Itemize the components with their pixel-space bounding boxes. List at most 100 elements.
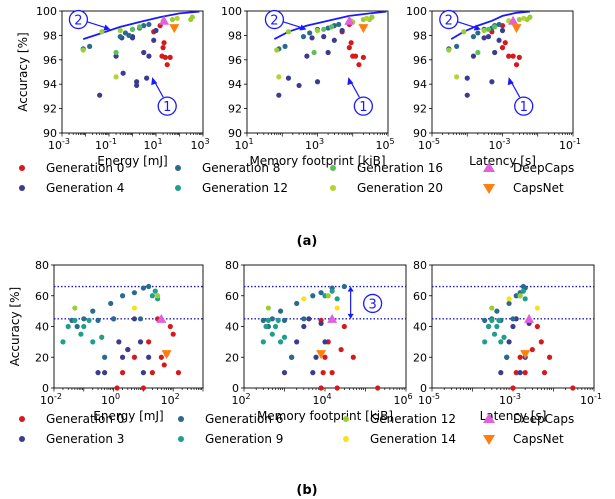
legend-marker: [175, 185, 181, 191]
data-point: [146, 339, 152, 345]
data-point: [454, 43, 460, 49]
data-point: [277, 308, 284, 314]
data-point: [510, 53, 516, 59]
data-point: [517, 293, 523, 299]
data-point: [174, 15, 180, 21]
data-point: [492, 24, 498, 30]
data-point: [517, 370, 523, 376]
data-point: [325, 293, 331, 299]
data-point: [146, 53, 152, 59]
data-point: [506, 53, 512, 59]
data-point: [137, 316, 144, 322]
capsnet-marker: [511, 24, 522, 34]
legend-marker: [19, 185, 25, 191]
data-point: [277, 339, 284, 345]
data-point: [322, 354, 328, 360]
y-tick-label: 100: [36, 5, 57, 18]
legend-entry: Generation 0: [19, 161, 124, 175]
data-point: [269, 316, 275, 322]
legend-label: Generation 12: [370, 412, 456, 426]
y-tick-label: 40: [413, 321, 427, 334]
data-point: [285, 75, 292, 81]
data-point: [276, 92, 282, 98]
data-point: [502, 40, 508, 46]
data-point: [95, 317, 101, 323]
data-point: [322, 339, 328, 345]
data-point: [272, 323, 279, 330]
annotation-label: 2: [270, 14, 278, 29]
y-tick-label: 40: [225, 321, 239, 334]
legend-marker: [178, 416, 184, 422]
data-point: [95, 370, 101, 376]
data-point: [131, 290, 138, 296]
data-point: [155, 293, 161, 299]
data-point: [338, 346, 344, 353]
y-tick-label: 60: [225, 290, 239, 303]
data-point: [120, 70, 126, 76]
data-point: [496, 317, 502, 323]
gap-arrow-head: [347, 286, 354, 292]
y-tick-label: 100: [221, 5, 242, 18]
data-point: [360, 54, 366, 60]
x-tick-label: 103: [305, 137, 324, 152]
y-tick-label: 98: [228, 29, 242, 42]
legend-label: Generation 4: [46, 181, 124, 195]
data-point: [281, 370, 288, 376]
x-tick-label: 102: [161, 392, 180, 407]
legend-label: Generation 0: [46, 161, 124, 175]
data-point: [496, 21, 502, 28]
chart-2: 90 92 94 96 98 100 101 103 105 Memory footprint […: [221, 5, 395, 168]
data-point: [274, 47, 280, 53]
data-point: [475, 49, 481, 56]
y-axis-label: Accuracy [%]: [16, 32, 30, 111]
annotation-arrow-head: [151, 77, 158, 86]
y-tick-label: 98: [413, 29, 427, 42]
data-point: [281, 317, 288, 323]
data-point: [492, 49, 498, 56]
data-point: [296, 82, 302, 89]
x-axis-label: Energy [mJ]: [97, 154, 167, 168]
annotation-circle: [353, 96, 374, 116]
legend-entry: Generation 20: [330, 181, 443, 195]
data-point: [339, 27, 345, 34]
y-tick-label: 100: [406, 5, 427, 18]
data-point: [125, 346, 131, 353]
data-point: [119, 370, 126, 376]
data-point: [116, 339, 122, 345]
data-point: [158, 354, 164, 360]
data-point: [546, 354, 553, 360]
data-point: [136, 24, 143, 30]
y-tick-label: 96: [413, 54, 427, 67]
y-tick-label: 20: [413, 351, 427, 364]
data-point: [140, 370, 146, 376]
data-point: [113, 74, 119, 80]
x-axis-label: Latency [s]: [480, 409, 547, 423]
data-point: [161, 40, 167, 46]
legend-marker: [343, 436, 349, 442]
y-tick-label: 0: [232, 382, 239, 395]
data-point: [318, 290, 324, 296]
y-tick-label: 96: [228, 54, 242, 67]
legend-marker: [343, 416, 349, 422]
data-point: [498, 370, 504, 376]
data-point: [146, 283, 152, 290]
x-axis-label: Memory footprint [kiB]: [249, 154, 385, 168]
data-point: [310, 370, 316, 376]
x-tick-label: 102: [231, 392, 250, 407]
x-tick-label: 101: [234, 137, 253, 152]
data-point: [534, 323, 540, 330]
capsnet-marker: [169, 24, 180, 34]
legend-label: Generation 8: [202, 161, 280, 175]
data-point: [294, 339, 300, 345]
legend-entry: Generation 6: [178, 412, 283, 426]
data-point: [482, 339, 488, 345]
data-point: [300, 34, 307, 40]
data-point: [494, 323, 500, 330]
y-tick-label: 90: [43, 127, 57, 140]
data-point: [149, 293, 155, 299]
y-tick-label: 94: [43, 78, 57, 91]
data-point: [309, 35, 315, 41]
y-tick-label: 80: [225, 259, 239, 272]
legend-label: CapsNet: [513, 432, 564, 446]
